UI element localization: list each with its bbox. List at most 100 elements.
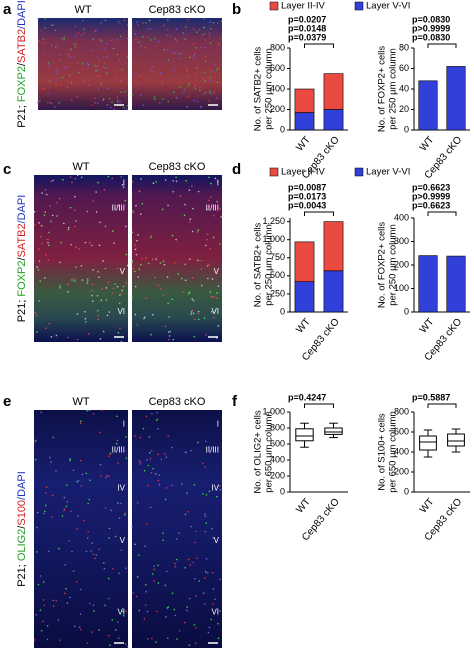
stain-part: SATB2 xyxy=(16,29,28,63)
cell-dot xyxy=(67,290,69,293)
cell-dot xyxy=(147,638,149,640)
cell-dot xyxy=(187,84,189,87)
cell-dot xyxy=(38,222,40,224)
stain-part: /DAPI xyxy=(16,195,28,224)
layer-label: V xyxy=(120,267,126,276)
cell-dot xyxy=(210,618,213,621)
y-axis-label: per 250 µm column xyxy=(388,224,399,306)
cell-dot xyxy=(92,38,95,41)
cell-dot xyxy=(146,36,149,39)
cell-dot xyxy=(126,56,129,58)
cell-dot xyxy=(212,92,214,95)
cell-dot xyxy=(88,83,90,86)
cell-dot xyxy=(204,466,206,468)
cell-dot xyxy=(211,571,214,574)
cell-dot xyxy=(95,554,98,556)
cell-dot xyxy=(206,265,209,267)
cell-dot xyxy=(194,541,196,544)
bar-segment xyxy=(294,112,315,131)
layer-label: V xyxy=(214,536,220,545)
cell-dot xyxy=(123,106,125,109)
cell-dot xyxy=(111,101,113,104)
cell-dot xyxy=(134,33,136,35)
cell-dot xyxy=(220,216,223,218)
cell-dot xyxy=(114,535,117,538)
cell-dot xyxy=(186,67,189,70)
cell-dot xyxy=(131,526,133,528)
p-value: p=0.0207 xyxy=(288,14,326,24)
cell-dot xyxy=(69,176,72,178)
cell-dot xyxy=(174,51,176,54)
cell-dot xyxy=(55,470,57,472)
cell-dot xyxy=(116,99,119,101)
significance-bracket xyxy=(427,211,457,216)
cell-dot xyxy=(217,325,220,327)
cell-dot xyxy=(199,106,202,109)
cell-dot xyxy=(219,578,221,581)
cell-dot xyxy=(189,218,192,220)
cell-dot xyxy=(102,66,105,68)
cell-dot xyxy=(184,513,187,516)
cell-dot xyxy=(99,431,102,434)
cell-dot xyxy=(106,475,108,477)
cell-dot xyxy=(155,45,158,47)
cell-dot xyxy=(73,280,76,282)
cell-dot xyxy=(150,471,153,474)
cell-dot xyxy=(194,52,196,55)
cell-dot xyxy=(106,55,108,58)
cell-dot xyxy=(200,268,203,270)
cell-dot xyxy=(36,511,39,514)
cell-dot xyxy=(202,462,204,465)
y-tick-label: 750 xyxy=(270,252,285,262)
cell-dot xyxy=(108,527,111,530)
cell-dot xyxy=(206,238,208,241)
cell-dot xyxy=(33,210,36,213)
cell-dot xyxy=(68,74,71,76)
cell-dot xyxy=(40,224,43,227)
cell-dot xyxy=(175,180,178,183)
panel-label: f xyxy=(232,393,238,410)
cell-dot xyxy=(107,281,110,284)
cell-dot xyxy=(184,279,187,282)
cell-dot xyxy=(210,182,212,185)
cell-dot xyxy=(187,510,190,513)
cell-dot xyxy=(114,629,117,631)
cell-dot xyxy=(55,45,57,48)
cell-dot xyxy=(157,40,160,43)
cell-dot xyxy=(136,576,139,578)
cell-dot xyxy=(141,202,144,205)
cell-dot xyxy=(204,571,207,573)
cell-dot xyxy=(76,338,79,341)
cell-dot xyxy=(36,331,38,333)
cell-dot xyxy=(110,39,113,42)
cell-dot xyxy=(69,458,72,460)
cell-dot xyxy=(108,634,110,637)
cell-dot xyxy=(36,266,38,268)
cell-dot xyxy=(63,509,65,512)
cell-dot xyxy=(191,230,194,233)
p-value: p=0.4247 xyxy=(288,392,326,402)
cell-dot xyxy=(145,297,148,300)
cell-dot xyxy=(123,513,126,516)
stain-part: FOXP2 xyxy=(16,261,28,297)
cell-dot xyxy=(117,332,120,334)
cell-dot xyxy=(125,436,127,438)
cell-dot xyxy=(143,469,146,472)
cell-dot xyxy=(38,260,41,262)
x-tick-label: WT xyxy=(418,317,436,336)
cell-dot xyxy=(135,595,138,598)
cell-dot xyxy=(118,302,121,305)
cell-dot xyxy=(67,66,69,68)
cell-dot xyxy=(144,604,147,606)
cell-dot xyxy=(37,268,40,271)
cell-dot xyxy=(161,80,164,82)
cell-dot xyxy=(211,296,213,298)
cell-dot xyxy=(120,91,122,94)
y-tick-label: 200 xyxy=(394,259,409,269)
cell-dot xyxy=(184,38,186,41)
cell-dot xyxy=(171,446,173,449)
cell-dot xyxy=(201,34,203,36)
cell-dot xyxy=(118,572,120,575)
cell-dot xyxy=(142,104,145,107)
y-tick-label: 400 xyxy=(394,212,409,222)
